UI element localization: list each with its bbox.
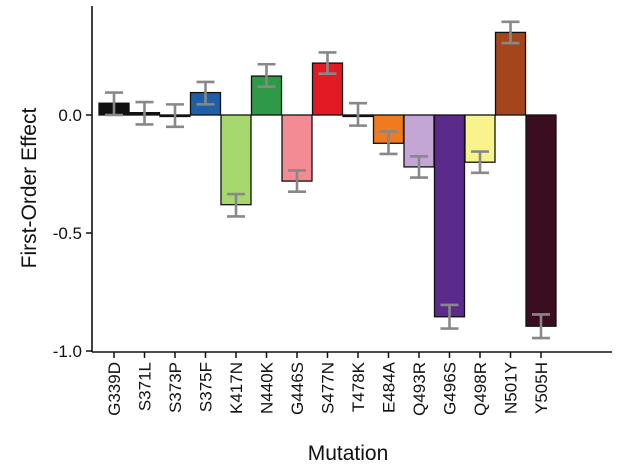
x-tick-label-g496s: G496S [441,362,460,415]
x-tick-label-k417n: K417N [227,362,246,414]
error-bar-s371l [135,100,154,126]
x-tick-label-n501y: N501Y [502,362,521,414]
error-bar-g446s [288,169,306,193]
x-tick-label-s477n: S477N [319,362,338,414]
error-bar-g339d [105,91,123,117]
error-bar-q493r [410,155,428,179]
error-bar-q498r [471,150,489,175]
x-tick-label-e484a: E484A [380,361,399,413]
y-tick-label: 0.0 [58,106,82,125]
bars-layer [98,31,557,327]
bar-y505h [525,114,557,327]
bar-n501y [494,31,527,116]
bar-g496s [433,114,466,318]
x-tick-label-n440k: N440K [258,361,277,414]
error-bar-s477n [318,51,337,75]
error-bar-s375f [196,80,215,106]
y-tick-label: -0.5 [53,224,82,243]
bar-k417n [220,114,252,206]
x-tick-label-s373p: S373P [166,362,185,413]
error-bar-t478k [349,101,367,127]
error-bar-s373p [166,103,184,129]
x-tick-label-t478k: T478K [349,361,368,412]
x-tick-label-g339d: G339D [105,362,124,416]
x-axis-title: Mutation [308,442,389,465]
error-bar-n440k [257,62,276,88]
y-axis-title: First-Order Effect [18,108,41,269]
error-bar-e484a [379,130,398,156]
error-bar-k417n [227,192,245,218]
x-tick-label-s371l: S371L [136,362,155,411]
error-bar-g496s [440,303,459,330]
x-tick-label-g446s: G446S [288,362,307,415]
error-bar-y505h [532,313,550,340]
x-tick-label-s375f: S375F [197,362,216,412]
x-tick-label-y505h: Y505H [532,362,551,414]
error-bars-layer [105,20,550,340]
y-tick-label: -1.0 [53,342,82,361]
x-tick-label-q498r: Q498R [471,362,490,416]
error-bar-n501y [501,20,520,45]
axes-layer: G339D S371L S373P S375F K417N N440K G446S S477N… [53,6,612,416]
x-tick-label-q493r: Q493R [410,362,429,416]
